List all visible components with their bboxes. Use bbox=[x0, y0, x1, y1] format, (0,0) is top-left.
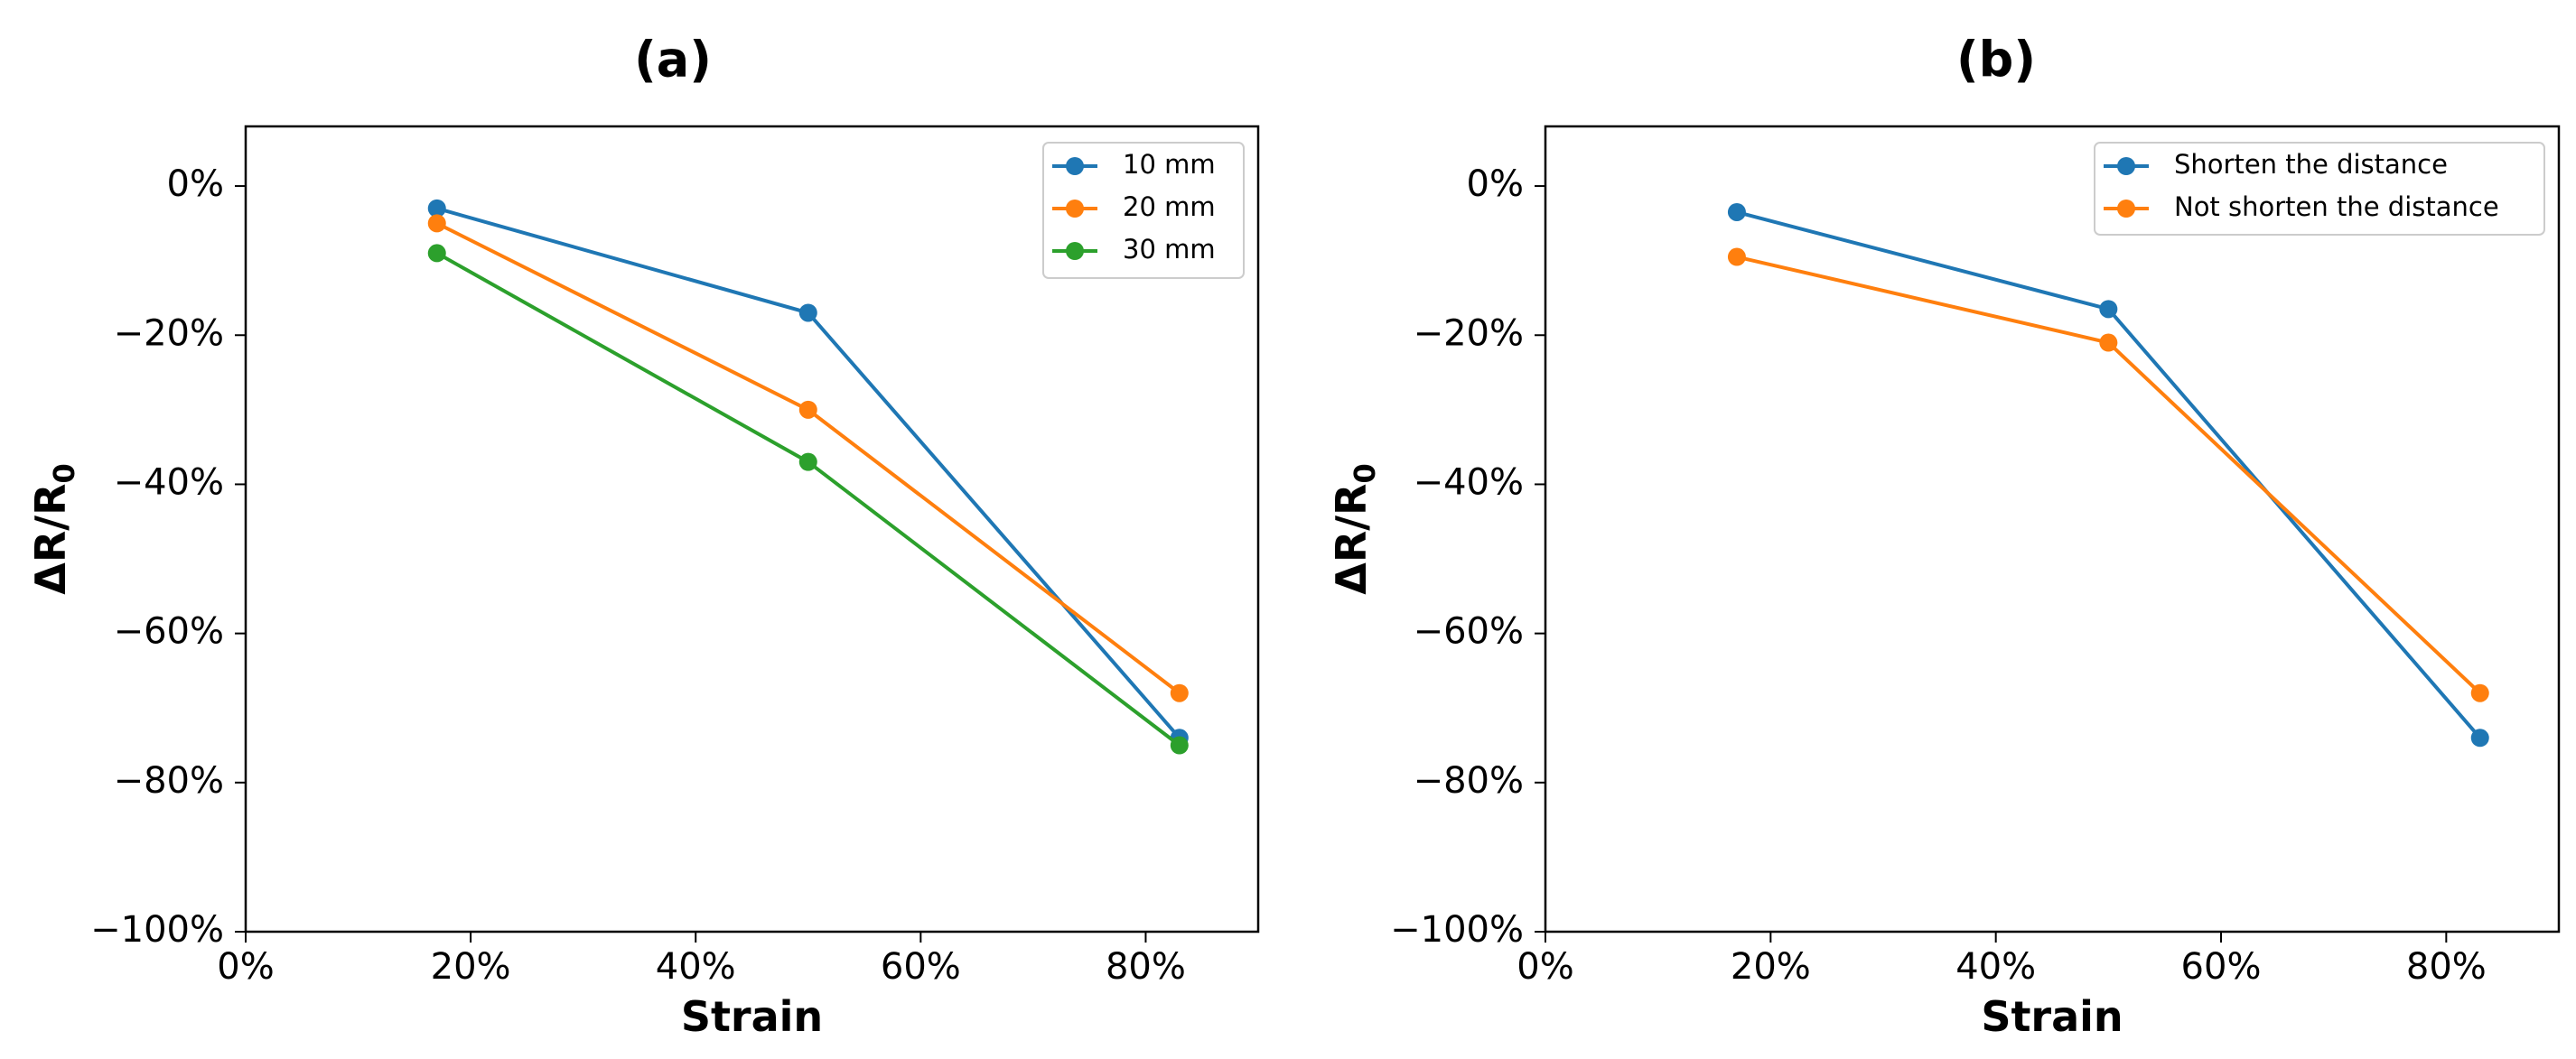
y-tick-label: −60% bbox=[114, 611, 224, 653]
legend-box bbox=[2094, 142, 2545, 236]
legend-label: 20 mm bbox=[1123, 191, 1216, 222]
x-axis-label: Strain bbox=[681, 992, 823, 1041]
legend-marker bbox=[1066, 200, 1084, 218]
series-line bbox=[1736, 255, 2482, 695]
panel-b: (b) 0% 20% 40% 60% 80% 0% −20% −40% −60% −80% −100%… bbox=[1327, 32, 2561, 1041]
data-point bbox=[2099, 300, 2118, 319]
x-axis-label: Strain bbox=[1981, 992, 2123, 1041]
x-tick-label: 0% bbox=[1517, 946, 1573, 988]
y-tick-label: −40% bbox=[1414, 461, 1524, 503]
y-axis-label: ΔR/R0 bbox=[26, 463, 81, 595]
x-tick-label: 80% bbox=[1106, 946, 1186, 988]
data-point bbox=[427, 244, 446, 263]
legend-label: 10 mm bbox=[1123, 149, 1216, 180]
x-tick-label: 40% bbox=[656, 946, 736, 988]
data-point bbox=[2470, 729, 2489, 748]
legend-marker bbox=[1066, 242, 1084, 260]
y-tick-label: −60% bbox=[1414, 611, 1524, 653]
panel-title: (b) bbox=[1956, 32, 2036, 88]
x-tick-label: 80% bbox=[2406, 946, 2487, 988]
data-point bbox=[1727, 202, 1746, 221]
y-axis-label: ΔR/R0 bbox=[1327, 463, 1382, 595]
data-point bbox=[1727, 247, 1746, 266]
data-point bbox=[1170, 683, 1189, 702]
legend-marker bbox=[2117, 200, 2135, 218]
y-tick-label: −80% bbox=[1414, 760, 1524, 802]
axes-frame bbox=[244, 125, 1260, 934]
y-tick-label: 0% bbox=[167, 163, 224, 205]
x-tick-label: 40% bbox=[1955, 946, 2036, 988]
y-axis-label-main: ΔR/R bbox=[26, 484, 75, 595]
panel-a: (a) 0% 20% 40% 60% 80% 0% −20% −40% −60% −80% −100%… bbox=[26, 32, 1260, 1041]
x-tick-label: 0% bbox=[217, 946, 274, 988]
y-tick-label: −20% bbox=[114, 312, 224, 354]
axes-frame bbox=[1544, 125, 2561, 934]
legend-box bbox=[1042, 142, 1245, 279]
legend-label: Not shorten the distance bbox=[2174, 191, 2499, 222]
y-tick-label: −80% bbox=[114, 760, 224, 802]
x-tick-label: 20% bbox=[1731, 946, 1811, 988]
legend-label: Shorten the distance bbox=[2174, 149, 2448, 180]
series-line bbox=[1736, 210, 2482, 739]
data-point bbox=[798, 452, 817, 471]
y-tick-label: −40% bbox=[114, 461, 224, 503]
x-tick-label: 60% bbox=[2181, 946, 2262, 988]
data-point bbox=[427, 199, 446, 218]
data-point bbox=[2099, 333, 2118, 352]
data-point bbox=[427, 214, 446, 233]
y-tick-label: −20% bbox=[1414, 312, 1524, 354]
data-point bbox=[798, 400, 817, 419]
legend-marker bbox=[2117, 157, 2135, 175]
y-axis-label-main: ΔR/R bbox=[1327, 484, 1376, 595]
y-axis-label-subscript: 0 bbox=[47, 463, 81, 483]
legend: 10 mm 20 mm 30 mm bbox=[1042, 142, 1245, 279]
y-tick-label: −100% bbox=[90, 909, 224, 951]
data-point bbox=[798, 303, 817, 322]
y-tick-label: 0% bbox=[1467, 163, 1524, 205]
panel-title: (a) bbox=[634, 32, 712, 88]
y-axis-label-subscript: 0 bbox=[1348, 463, 1382, 483]
data-point bbox=[1170, 736, 1189, 755]
legend-marker bbox=[1066, 157, 1084, 175]
x-tick-label: 20% bbox=[431, 946, 511, 988]
y-tick-label: −100% bbox=[1390, 909, 1524, 951]
x-tick-label: 60% bbox=[881, 946, 961, 988]
legend-label: 30 mm bbox=[1123, 234, 1216, 265]
data-point bbox=[2470, 683, 2489, 702]
series-line bbox=[435, 251, 1181, 748]
legend: Shorten the distance Not shorten the dist… bbox=[2094, 142, 2545, 236]
